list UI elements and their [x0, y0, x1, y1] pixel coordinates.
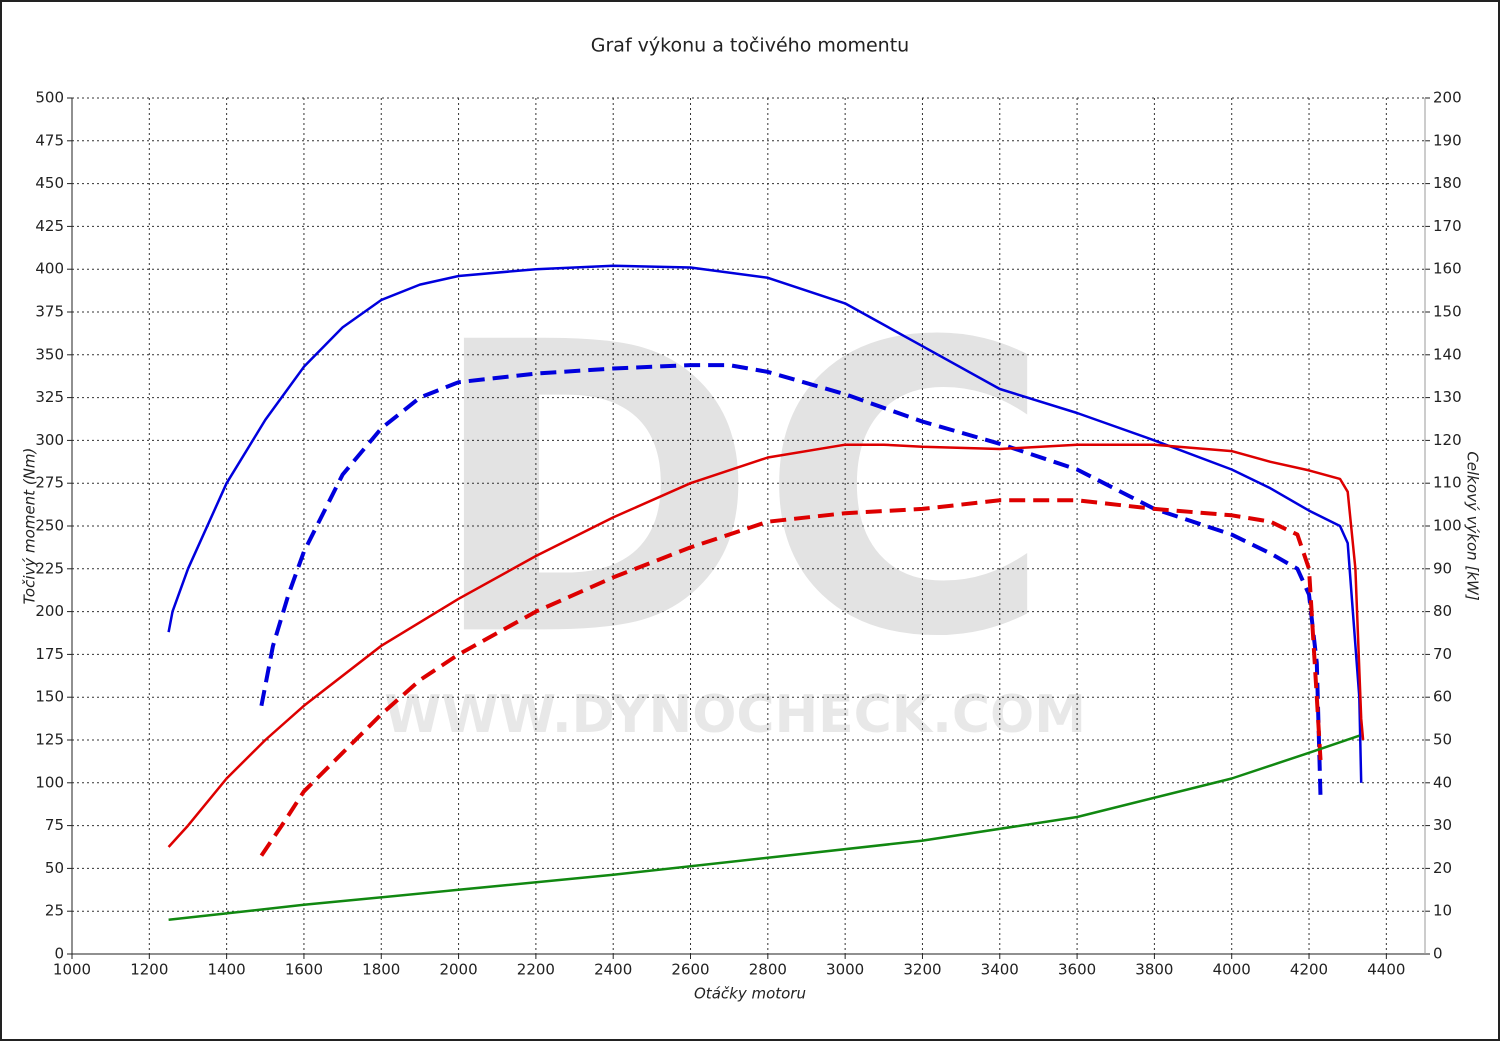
x-tick-label: 1000 — [53, 961, 91, 979]
x-tick-label: 1800 — [362, 961, 400, 979]
y-tick-label: 50 — [45, 859, 64, 877]
y2-tick-label: 0 — [1433, 945, 1443, 963]
x-tick-label: 2200 — [517, 961, 555, 979]
x-tick-label: 2800 — [749, 961, 787, 979]
x-tick-label: 4400 — [1367, 961, 1405, 979]
y2-tick-label: 70 — [1433, 645, 1452, 663]
y2-tick-label: 90 — [1433, 559, 1452, 577]
x-tick-label: 3400 — [981, 961, 1019, 979]
x-tick-label: 2400 — [594, 961, 632, 979]
y-tick-label: 475 — [35, 131, 64, 149]
x-tick-label: 3800 — [1135, 961, 1173, 979]
y-tick-label: 375 — [35, 303, 64, 321]
y-tick-label: 300 — [35, 431, 64, 449]
y-tick-label: 25 — [45, 902, 64, 920]
y-tick-label: 250 — [35, 517, 64, 535]
x-tick-label: 3600 — [1058, 961, 1096, 979]
x-tick-label: 1600 — [285, 961, 323, 979]
y2-tick-label: 30 — [1433, 816, 1452, 834]
y2-tick-label: 120 — [1433, 431, 1462, 449]
y2-tick-label: 80 — [1433, 602, 1452, 620]
series-line — [259, 498, 1323, 857]
y2-tick-label: 40 — [1433, 773, 1452, 791]
series-line — [259, 363, 1323, 800]
y-tick-label: 450 — [35, 174, 64, 192]
y2-tick-label: 60 — [1433, 688, 1452, 706]
y2-axis-label: Celkový výkon [kW] — [1464, 451, 1482, 601]
y2-tick-label: 50 — [1433, 731, 1452, 749]
y2-tick-label: 140 — [1433, 345, 1462, 363]
series-line — [167, 443, 1365, 848]
series-line — [168, 734, 1360, 922]
y2-tick-label: 180 — [1433, 174, 1462, 192]
series-line — [167, 264, 1363, 783]
y-tick-label: 150 — [35, 688, 64, 706]
y2-tick-label: 100 — [1433, 517, 1462, 535]
y-tick-label: 0 — [54, 945, 64, 963]
y-tick-label: 75 — [45, 816, 64, 834]
y2-tick-label: 170 — [1433, 217, 1462, 235]
watermark-url: WWW.DYNOCHECK.COM — [384, 685, 1086, 745]
x-tick-label: 4000 — [1213, 961, 1251, 979]
x-tick-label: 1200 — [130, 961, 168, 979]
y2-tick-label: 20 — [1433, 859, 1452, 877]
y2-tick-label: 160 — [1433, 260, 1462, 278]
y-tick-label: 325 — [35, 388, 64, 406]
x-tick-label: 3000 — [826, 961, 864, 979]
x-tick-label: 2600 — [671, 961, 709, 979]
y2-tick-label: 110 — [1433, 474, 1462, 492]
chart-title: Graf výkonu a točivého momentu — [591, 35, 909, 57]
y-tick-label: 400 — [35, 260, 64, 278]
y-tick-label: 175 — [35, 645, 64, 663]
y-tick-label: 500 — [35, 89, 64, 107]
y2-tick-label: 150 — [1433, 303, 1462, 321]
y2-tick-label: 190 — [1433, 131, 1462, 149]
y-tick-label: 225 — [35, 559, 64, 577]
y-tick-label: 200 — [35, 602, 64, 620]
y-tick-label: 275 — [35, 474, 64, 492]
y-tick-label: 125 — [35, 731, 64, 749]
x-tick-label: 2000 — [439, 961, 477, 979]
y2-tick-label: 200 — [1433, 89, 1462, 107]
y2-tick-label: 130 — [1433, 388, 1462, 406]
x-tick-label: 4200 — [1290, 961, 1328, 979]
y-tick-label: 350 — [35, 345, 64, 363]
y-tick-label: 425 — [35, 217, 64, 235]
x-tick-label: 1400 — [208, 961, 246, 979]
x-axis-label: Otáčky motoru — [694, 985, 806, 1003]
y-axis-label: Točivý moment (Nm) — [21, 448, 39, 605]
y2-tick-label: 10 — [1433, 902, 1452, 920]
y-tick-label: 100 — [35, 773, 64, 791]
watermark-logo: DC — [427, 259, 1053, 724]
x-tick-label: 3200 — [903, 961, 941, 979]
